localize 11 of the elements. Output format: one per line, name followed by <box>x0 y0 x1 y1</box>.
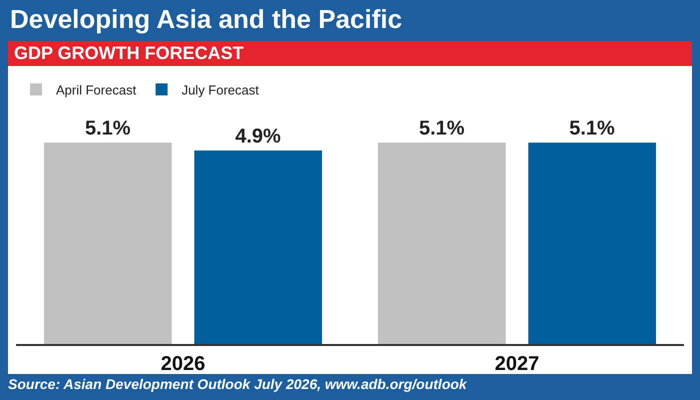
data-label: 4.9% <box>235 126 282 148</box>
x-tick-label: 2027 <box>494 353 540 375</box>
data-label: 5.1% <box>569 118 616 140</box>
x-tick-label: 2026 <box>160 353 206 375</box>
chart-title: Developing Asia and the Pacific <box>10 4 402 35</box>
chart-subtitle: GDP GROWTH FORECAST <box>8 41 692 66</box>
legend-label: July Forecast <box>182 82 260 98</box>
source-note: Source: Asian Development Outlook July 2026, www.adb.org/outlook <box>8 376 467 392</box>
data-label: 5.1% <box>418 118 465 140</box>
data-label: 5.1% <box>84 118 131 140</box>
legend-label: April Forecast <box>56 82 137 98</box>
